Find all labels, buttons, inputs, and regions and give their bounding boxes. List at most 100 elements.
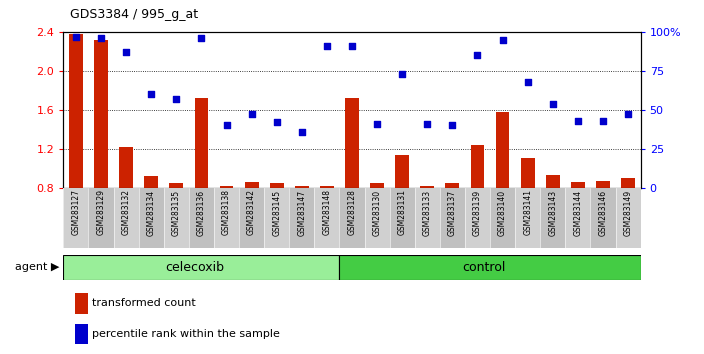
Bar [365,188,389,248]
Point [346,43,358,49]
Bar [546,175,560,266]
Point [221,122,232,128]
Point [120,49,132,55]
Bar [320,185,334,266]
Text: GSM283148: GSM283148 [322,189,332,235]
Text: GSM283130: GSM283130 [372,189,382,235]
Text: GSM283144: GSM283144 [573,189,582,235]
Point [321,43,332,49]
Bar [440,188,465,248]
Text: GSM283139: GSM283139 [473,189,482,235]
Bar [239,188,264,248]
Text: GSM283147: GSM283147 [297,189,306,235]
Point [372,121,383,127]
Bar [415,188,440,248]
Text: GSM283129: GSM283129 [96,189,106,235]
Point [472,52,483,58]
Point [70,34,82,39]
Text: percentile rank within the sample: percentile rank within the sample [92,329,280,339]
Bar [119,147,133,266]
Point [522,79,534,85]
Text: agent ▶: agent ▶ [15,262,60,272]
Text: GSM283127: GSM283127 [71,189,80,235]
Bar [75,293,87,314]
Bar [345,98,359,266]
Point [447,122,458,128]
Text: GSM283138: GSM283138 [222,189,231,235]
Text: GSM283134: GSM283134 [146,189,156,235]
Text: GSM283135: GSM283135 [172,189,181,235]
Point [271,119,282,125]
Bar [220,185,234,266]
Bar [139,188,164,248]
Text: GSM283143: GSM283143 [548,189,558,235]
Bar [94,40,108,266]
Bar [591,188,615,248]
Point [547,101,558,106]
Bar [270,183,284,266]
Bar [315,188,339,248]
Point [296,129,308,135]
Point [246,112,257,117]
Bar [75,324,87,344]
Bar [339,188,365,248]
Bar [515,188,540,248]
Text: GSM283142: GSM283142 [247,189,256,235]
Text: transformed count: transformed count [92,298,196,308]
Bar [89,188,113,248]
Text: GSM283140: GSM283140 [498,189,507,235]
Bar [496,112,510,266]
Bar [69,34,83,266]
Bar [490,188,515,248]
Text: celecoxib: celecoxib [165,261,225,274]
Point [396,71,408,77]
Text: GSM283146: GSM283146 [598,189,608,235]
Bar [521,159,534,266]
Bar [389,188,415,248]
Bar [596,181,610,266]
Bar [370,183,384,266]
Point [95,35,106,41]
Point [146,91,157,97]
Bar [465,188,490,248]
Bar [189,188,214,248]
Bar [214,188,239,248]
Bar [144,176,158,266]
Bar [264,188,289,248]
Text: GSM283131: GSM283131 [398,189,407,235]
Point [170,96,182,102]
Text: GSM283149: GSM283149 [624,189,633,235]
Bar [164,188,189,248]
Text: GSM283137: GSM283137 [448,189,457,235]
Bar [615,188,641,248]
Text: GSM283132: GSM283132 [122,189,131,235]
Bar [289,188,315,248]
Text: GSM283128: GSM283128 [348,189,356,235]
Point [196,35,207,41]
Point [598,118,609,124]
Bar [540,188,565,248]
Bar [63,255,339,280]
Point [622,112,634,117]
Bar [621,178,635,266]
Text: GSM283133: GSM283133 [423,189,432,235]
Point [422,121,433,127]
Bar [194,98,208,266]
Text: GSM283141: GSM283141 [523,189,532,235]
Text: control: control [462,261,505,274]
Bar [63,188,89,248]
Bar [113,188,139,248]
Text: GSM283145: GSM283145 [272,189,281,235]
Bar [420,185,434,266]
Bar [395,154,409,266]
Point [497,37,508,42]
Bar [571,182,585,266]
Bar [170,183,183,266]
Bar [446,183,459,266]
Bar [245,182,258,266]
Bar [339,255,641,280]
Text: GSM283136: GSM283136 [197,189,206,235]
Bar [295,185,308,266]
Text: GDS3384 / 995_g_at: GDS3384 / 995_g_at [70,8,199,21]
Bar [565,188,591,248]
